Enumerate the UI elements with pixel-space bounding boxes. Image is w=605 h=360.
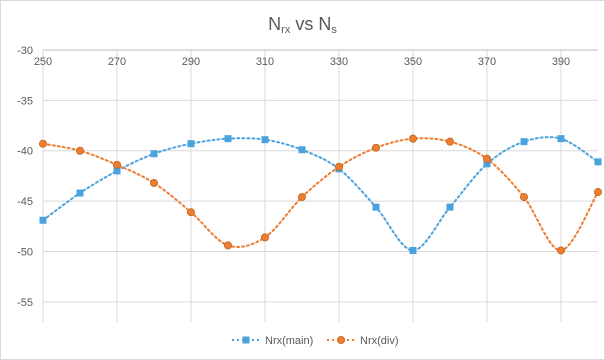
data-point-main: [298, 146, 306, 154]
data-point-div: [297, 193, 306, 202]
data-point-div: [39, 139, 48, 148]
x-tick-label: 250: [34, 56, 52, 68]
data-point-div: [445, 137, 454, 146]
title-rx-subscript: rx: [281, 24, 291, 36]
data-point-div: [260, 233, 269, 242]
legend-marker-div: [336, 335, 345, 344]
y-tick-label: -30: [17, 45, 33, 57]
y-tick-label: -50: [17, 246, 33, 258]
data-point-main: [113, 167, 121, 175]
x-tick-label: 350: [404, 56, 422, 68]
x-tick-label: 270: [108, 56, 126, 68]
data-point-main: [39, 216, 47, 224]
data-point-main: [409, 246, 417, 254]
title-vs-ns-base: vs N: [290, 14, 332, 34]
data-point-main: [446, 203, 454, 211]
title-s-subscript: s: [331, 24, 337, 36]
data-point-main: [224, 135, 232, 143]
title-n-rx-base: N: [268, 14, 282, 34]
data-point-div: [408, 134, 417, 143]
data-point-div: [594, 188, 603, 197]
data-point-div: [113, 160, 122, 169]
y-tick-label: -45: [17, 196, 33, 208]
data-point-main: [187, 140, 195, 148]
data-point-main: [557, 135, 565, 143]
series-line-main: [42, 136, 599, 252]
chart-title: Nrx vs Ns: [0, 14, 605, 36]
data-point-div: [482, 154, 491, 163]
x-tick-label: 310: [256, 56, 274, 68]
data-point-div: [520, 193, 529, 202]
data-point-main: [261, 136, 269, 144]
x-tick-label: 330: [330, 56, 348, 68]
data-point-div: [334, 162, 343, 171]
data-point-div: [76, 146, 85, 155]
y-tick-label: -35: [17, 95, 33, 107]
data-point-div: [557, 246, 566, 255]
y-tick-label: -55: [17, 297, 33, 309]
x-tick-label: 290: [182, 56, 200, 68]
data-point-div: [223, 241, 232, 250]
x-tick-label: 390: [552, 56, 570, 68]
x-tick-label: 370: [478, 56, 496, 68]
legend-label-main: Nrx(main): [265, 335, 313, 347]
y-tick-label: -40: [17, 146, 33, 158]
data-point-main: [520, 138, 528, 146]
data-point-main: [483, 160, 491, 168]
legend-marker-main: [242, 336, 250, 344]
data-point-main: [594, 158, 602, 166]
data-point-div: [371, 143, 380, 152]
data-point-main: [372, 203, 380, 211]
legend-label-div: Nrx(div): [360, 335, 399, 347]
data-point-main: [76, 189, 84, 197]
data-point-div: [186, 208, 195, 217]
series-line-div: [42, 137, 599, 252]
data-point-main: [150, 150, 158, 158]
data-point-div: [149, 178, 158, 187]
